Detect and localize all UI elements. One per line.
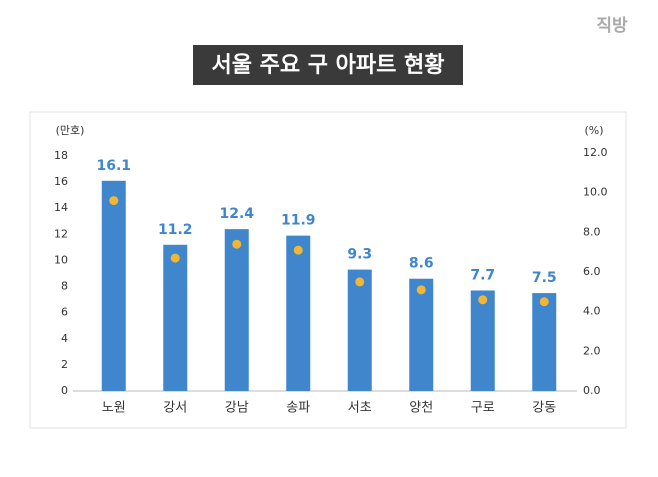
chart-panel (29, 111, 627, 429)
bar (224, 229, 249, 391)
x-tick-label: 양천 (409, 401, 433, 416)
value-label: 11.2 (158, 222, 193, 238)
logo: 직방 (596, 16, 628, 36)
dot (539, 297, 549, 307)
y-tick-label: 8 (61, 280, 68, 293)
x-tick-label: 강동 (532, 401, 556, 416)
bar (163, 244, 188, 391)
value-label: 8.6 (409, 256, 434, 272)
dot (355, 277, 365, 287)
dot (416, 285, 426, 295)
y-tick-label: 0 (61, 384, 68, 397)
y2-tick-label: 6.0 (583, 265, 601, 278)
y2-tick-label: 0.0 (583, 384, 601, 397)
x-tick-label: 서초 (348, 401, 372, 416)
x-tick-label: 노원 (102, 401, 126, 416)
dot (293, 245, 303, 255)
dot (109, 196, 119, 206)
bar (101, 180, 126, 391)
x-tick-label: 강남 (225, 401, 249, 416)
value-label: 7.5 (532, 270, 557, 286)
y-tick-label: 18 (54, 149, 68, 162)
value-label: 16.1 (96, 158, 131, 174)
y-tick-label: 6 (61, 306, 68, 319)
y2-tick-label: 8.0 (583, 225, 601, 238)
dot (170, 253, 180, 263)
y-tick-label: 16 (54, 175, 68, 188)
y-axis-label: (만호) (56, 124, 85, 137)
bar (409, 278, 434, 391)
y-tick-label: 14 (54, 201, 68, 214)
bar (470, 290, 495, 391)
x-tick-label: 구로 (471, 401, 495, 416)
bar (286, 235, 311, 391)
title-box (193, 45, 463, 85)
bar (347, 269, 372, 391)
y-tick-label: 4 (61, 332, 68, 345)
bar (532, 293, 557, 391)
y-tick-label: 10 (54, 253, 68, 266)
value-label: 9.3 (347, 247, 372, 263)
value-label: 12.4 (219, 206, 254, 222)
chart-title: 서울 주요 구 아파트 현황 (211, 53, 444, 78)
y2-axis-label: (%) (584, 124, 603, 137)
value-label: 7.7 (470, 267, 495, 283)
y2-tick-label: 4.0 (583, 305, 601, 318)
y2-tick-label: 12.0 (583, 146, 608, 159)
dot (232, 239, 242, 249)
y2-tick-label: 2.0 (583, 344, 601, 357)
y2-tick-label: 10.0 (583, 186, 608, 199)
y-tick-label: 2 (61, 358, 68, 371)
y-tick-label: 12 (54, 227, 68, 240)
value-label: 11.9 (281, 213, 316, 229)
dot (478, 295, 488, 305)
x-tick-label: 강서 (163, 401, 187, 416)
x-tick-label: 송파 (286, 401, 310, 416)
